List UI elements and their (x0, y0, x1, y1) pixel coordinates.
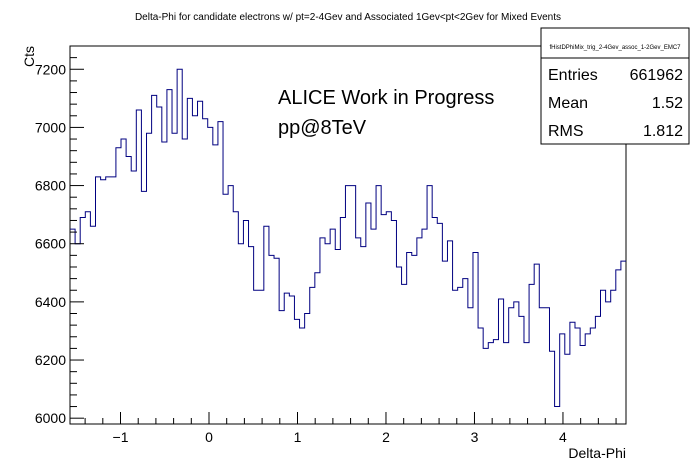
stats-mean-label: Mean (548, 95, 588, 112)
stats-entries-label: Entries (548, 67, 598, 84)
x-tick-label: −1 (113, 429, 129, 445)
x-tick-label: 4 (559, 429, 567, 445)
x-tick-label: 1 (294, 429, 302, 445)
y-tick-label: 7000 (35, 119, 66, 135)
stats-histogram-name: fHistDPhiMix_trig_2-4Gev_assoc_1-2Gev_EM… (549, 45, 681, 51)
energy-annotation: pp@8TeV (278, 117, 367, 139)
x-tick-label: 0 (205, 429, 213, 445)
chart-title: Delta-Phi for candidate electrons w/ pt=… (135, 12, 561, 23)
y-tick-label: 6200 (35, 352, 66, 368)
stats-rms-label: RMS (548, 123, 584, 140)
y-tick-label: 6400 (35, 294, 66, 310)
stats-rms-value: 1.812 (643, 123, 683, 140)
y-axis-label: Cts (21, 46, 37, 67)
y-tick-label: 6600 (35, 236, 66, 252)
y-tick-label: 6800 (35, 178, 66, 194)
plot-frame (69, 45, 627, 425)
x-tick-label: 3 (471, 429, 479, 445)
stats-box (540, 27, 690, 145)
histogram-line (70, 68, 626, 408)
x-axis-label: Delta-Phi (568, 445, 626, 461)
y-tick-label: 7200 (35, 61, 66, 77)
x-tick-label: 2 (382, 429, 390, 445)
stats-mean-value: 1.52 (652, 95, 683, 112)
y-tick-label: 6000 (35, 410, 66, 426)
alice-annotation: ALICE Work in Progress (278, 87, 494, 109)
stats-entries-value: 661962 (630, 67, 683, 84)
